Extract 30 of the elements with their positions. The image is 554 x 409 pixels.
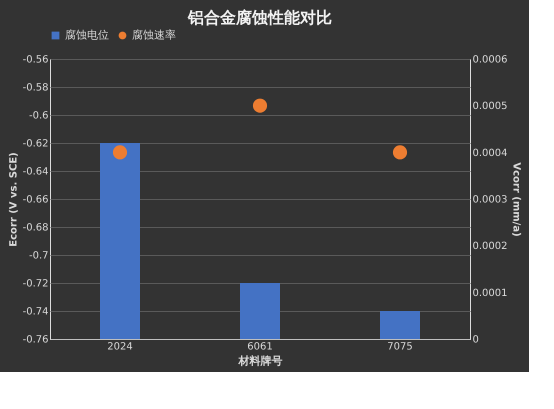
y2-tick-label: 0.0005 [472, 101, 508, 112]
y-tick-label: -0.64 [22, 166, 48, 178]
y-axis-title: Ecorr (V vs. SCE) [8, 152, 20, 247]
y2-tick-label: 0.0001 [472, 288, 508, 299]
y-tick-label: -0.72 [22, 278, 48, 290]
y-tick-label: -0.7 [28, 250, 48, 262]
x-axis-title: 材料牌号 [238, 354, 282, 368]
chart-title: 铝合金腐蚀性能对比 [187, 8, 332, 27]
y2-tick-label: 0.0002 [472, 241, 508, 252]
y-tick-label: -0.58 [22, 82, 48, 94]
legend-label: 腐蚀电位 [65, 28, 109, 42]
y2-tick-label: 0.0004 [472, 148, 508, 159]
y-tick-label: -0.76 [22, 334, 48, 346]
y2-tick-label: 0 [472, 334, 479, 346]
x-tick-label: 7075 [387, 342, 413, 352]
y-tick-label: -0.66 [22, 194, 48, 206]
y-tick-label: -0.74 [22, 306, 48, 318]
y-tick-label: -0.62 [22, 138, 48, 150]
y-tick-label: -0.6 [28, 110, 48, 122]
y2-axis-title: Vcorr (mm/a) [510, 162, 522, 237]
y-tick-label: -0.68 [22, 222, 48, 234]
y2-tick-label: 0.0003 [472, 194, 508, 206]
bar [240, 283, 280, 339]
legend-label: 腐蚀速率 [132, 28, 176, 42]
y-tick-label: -0.56 [22, 54, 48, 66]
y2-tick-label: 0.0006 [472, 54, 508, 66]
bar [380, 311, 420, 339]
x-tick-label: 2024 [107, 342, 133, 352]
bar [100, 143, 140, 339]
x-tick-label: 6061 [247, 342, 273, 352]
